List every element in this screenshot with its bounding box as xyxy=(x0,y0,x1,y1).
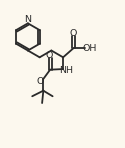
Text: O: O xyxy=(36,77,44,86)
Text: OH: OH xyxy=(82,44,96,53)
Text: NH: NH xyxy=(60,66,74,75)
Text: N: N xyxy=(24,15,31,24)
Text: O: O xyxy=(70,29,77,38)
Text: O: O xyxy=(46,51,53,60)
